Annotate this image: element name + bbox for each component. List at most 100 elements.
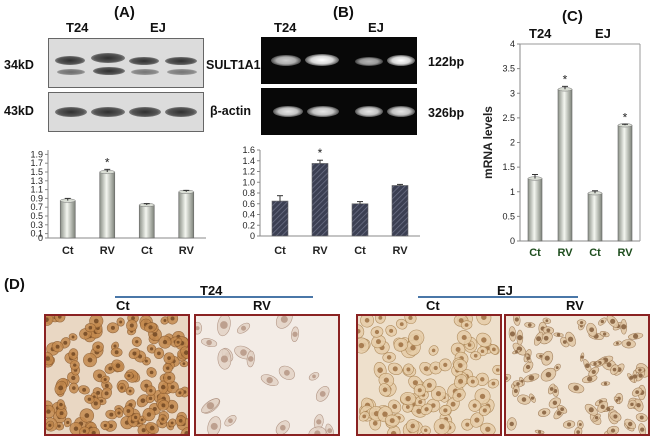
micrograph-t24-ct bbox=[44, 314, 190, 436]
cell-nucleus bbox=[509, 331, 516, 337]
cell-nucleus bbox=[241, 325, 247, 331]
cell-nucleus bbox=[152, 331, 158, 337]
cell-nucleus bbox=[58, 385, 64, 391]
cell-nucleus bbox=[458, 318, 464, 324]
category-label: Ct bbox=[354, 245, 366, 257]
cell-nucleus bbox=[375, 339, 381, 345]
cell-nucleus bbox=[464, 323, 469, 327]
cell-nucleus bbox=[73, 426, 79, 431]
cell-nucleus bbox=[140, 398, 146, 404]
cell-nucleus bbox=[161, 403, 166, 408]
cell-nucleus bbox=[71, 335, 75, 339]
cell-nucleus bbox=[423, 428, 428, 433]
cell-nucleus bbox=[538, 430, 542, 434]
cell-nucleus bbox=[247, 356, 254, 362]
cell-nucleus bbox=[602, 332, 607, 336]
cell-nucleus bbox=[439, 423, 445, 430]
y-tick-label: 0.1 bbox=[30, 229, 43, 239]
cell-nucleus bbox=[109, 412, 114, 417]
cell-nucleus bbox=[383, 377, 389, 383]
cell-nucleus bbox=[292, 331, 298, 337]
cell-nucleus bbox=[358, 342, 365, 349]
gel-122bp bbox=[261, 37, 417, 84]
cell-nucleus bbox=[456, 392, 462, 398]
cell-nucleus bbox=[93, 401, 98, 406]
panel-a-group-ej: EJ bbox=[150, 20, 166, 35]
cell-nucleus bbox=[544, 355, 550, 361]
y-tick-label: 1.9 bbox=[30, 149, 43, 159]
panel-a-label: (A) bbox=[114, 4, 135, 21]
cell-nucleus bbox=[63, 340, 68, 345]
cell-nucleus bbox=[71, 352, 76, 356]
cell-nucleus bbox=[467, 343, 472, 347]
y-tick-label: 1.6 bbox=[242, 145, 255, 155]
y-tick-label: 0.8 bbox=[242, 188, 255, 198]
cell-nucleus bbox=[636, 402, 641, 408]
cell-nucleus bbox=[99, 399, 104, 403]
cell-nucleus bbox=[66, 420, 70, 425]
category-label: Ct bbox=[529, 247, 541, 259]
cell-nucleus bbox=[327, 428, 333, 434]
cell-nucleus bbox=[455, 347, 461, 352]
significance-mark: * bbox=[623, 110, 628, 124]
cell-nucleus bbox=[160, 384, 166, 390]
cell-nucleus bbox=[392, 366, 398, 372]
cell-nucleus bbox=[470, 379, 475, 384]
micro-t24-rv-label: RV bbox=[253, 298, 271, 313]
chart-b: 00.20.40.60.81.01.21.41.6 Ct * RV Ct RV bbox=[242, 145, 420, 257]
cell-nucleus bbox=[472, 403, 477, 408]
cell-nucleus bbox=[91, 430, 96, 434]
cell-nucleus bbox=[314, 430, 321, 434]
y-tick-label: 1.3 bbox=[30, 176, 43, 186]
cell-nucleus bbox=[392, 404, 398, 409]
y-tick-label: 3.5 bbox=[502, 64, 515, 74]
cell-nucleus bbox=[162, 339, 168, 345]
cell-nucleus bbox=[87, 397, 92, 401]
cell-nucleus bbox=[206, 339, 212, 346]
cell-nucleus bbox=[545, 371, 552, 378]
cell-nucleus bbox=[435, 391, 442, 397]
cell-nucleus bbox=[562, 340, 567, 344]
cell-nucleus bbox=[144, 383, 149, 388]
cell-nucleus bbox=[176, 340, 180, 344]
cell-nucleus bbox=[319, 390, 326, 397]
cell-nucleus bbox=[413, 335, 419, 341]
cell-nucleus bbox=[135, 340, 139, 344]
cell-nucleus bbox=[220, 321, 228, 329]
cell-nucleus bbox=[127, 374, 131, 378]
bar bbox=[587, 192, 603, 242]
cell-nucleus bbox=[506, 376, 508, 381]
cell-nucleus bbox=[312, 374, 316, 379]
cell-nucleus bbox=[461, 334, 467, 341]
cell-nucleus bbox=[406, 367, 411, 372]
cell-nucleus bbox=[170, 385, 175, 390]
bar bbox=[178, 191, 195, 239]
cell-nucleus bbox=[362, 414, 367, 419]
bar bbox=[138, 204, 155, 239]
cell-nucleus bbox=[585, 363, 590, 369]
cell-nucleus bbox=[408, 316, 413, 320]
cell-nucleus bbox=[103, 423, 107, 428]
cell-nucleus bbox=[412, 380, 418, 386]
panel-b-group-t24: T24 bbox=[274, 20, 297, 35]
cell-nucleus bbox=[382, 411, 388, 417]
category-label: RV bbox=[100, 245, 116, 257]
cell-nucleus bbox=[515, 350, 518, 354]
cell-nucleus bbox=[377, 367, 383, 373]
cell-nucleus bbox=[144, 359, 148, 363]
cell-nucleus bbox=[72, 386, 76, 390]
cell-nucleus bbox=[166, 366, 170, 370]
cell-nucleus bbox=[128, 389, 132, 393]
cell-nucleus bbox=[545, 319, 549, 323]
cell-nucleus bbox=[119, 320, 123, 324]
cell-nucleus bbox=[148, 325, 153, 330]
cell-nucleus bbox=[638, 373, 643, 378]
cell-nucleus bbox=[82, 429, 87, 433]
blot-actin-mw: 43kD bbox=[4, 104, 34, 118]
cell-nucleus bbox=[639, 415, 644, 420]
cell-nucleus bbox=[59, 411, 64, 416]
cell-nucleus bbox=[450, 401, 456, 407]
cell-nucleus bbox=[280, 316, 288, 323]
category-label: RV bbox=[557, 247, 573, 259]
bar bbox=[59, 200, 76, 239]
